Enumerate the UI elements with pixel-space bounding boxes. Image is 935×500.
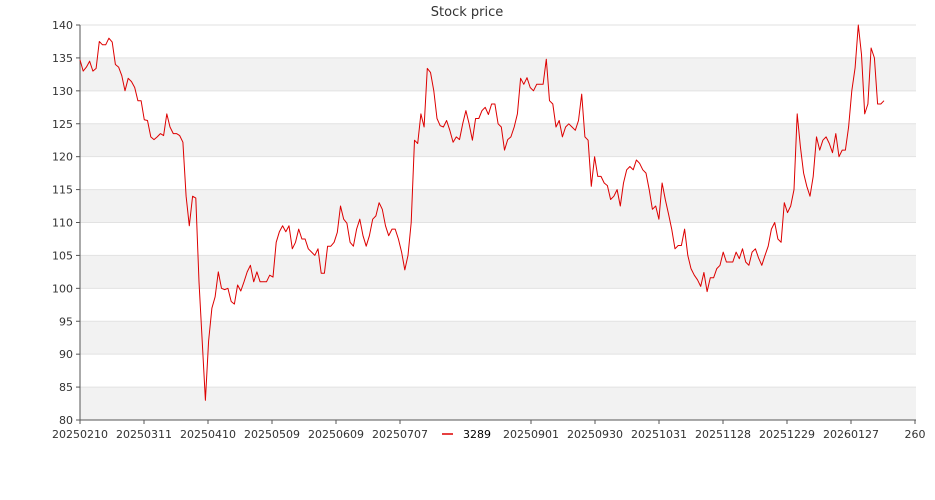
y-tick-label: 105 bbox=[52, 249, 73, 262]
grid-bands bbox=[80, 57, 916, 420]
x-axis-ticks: 20250210 20250311 20250410 20250509 20250609… bbox=[52, 420, 926, 441]
legend: 3289 bbox=[442, 428, 491, 441]
x-tick-label: 20250509 bbox=[244, 428, 300, 441]
x-tick-label: 20251128 bbox=[695, 428, 751, 441]
x-tick-label: 20250311 bbox=[116, 428, 172, 441]
series-group bbox=[79, 24, 885, 401]
x-tick-label: 20250210 bbox=[52, 428, 108, 441]
chart-title: Stock price bbox=[431, 5, 503, 20]
grid-band bbox=[80, 321, 916, 355]
x-tick-label: 20250410 bbox=[180, 428, 236, 441]
y-tick-label: 90 bbox=[59, 348, 73, 361]
y-tick-label: 140 bbox=[52, 19, 73, 32]
x-tick-label: 20251031 bbox=[631, 428, 687, 441]
x-tick-label: 260 bbox=[905, 428, 926, 441]
x-tick-label: 20260127 bbox=[823, 428, 879, 441]
y-tick-label: 130 bbox=[52, 85, 73, 98]
y-tick-label: 110 bbox=[52, 217, 73, 230]
grid-band bbox=[80, 57, 916, 91]
y-tick-label: 95 bbox=[59, 315, 73, 328]
y-tick-label: 100 bbox=[52, 282, 73, 295]
y-axis-ticks: 80 85 90 95 100 105 110 115 120 125 130 135 140 bbox=[52, 19, 80, 427]
legend-label: 3289 bbox=[463, 428, 491, 441]
x-tick-label: 20250609 bbox=[308, 428, 364, 441]
series-line-3289 bbox=[79, 24, 885, 401]
x-tick-label: 20251229 bbox=[759, 428, 815, 441]
y-tick-label: 120 bbox=[52, 151, 73, 164]
x-tick-label: 20250707 bbox=[372, 428, 428, 441]
grid-band bbox=[80, 123, 916, 157]
y-tick-label: 85 bbox=[59, 381, 73, 394]
x-tick-label: 20250930 bbox=[567, 428, 623, 441]
y-tick-label: 80 bbox=[59, 414, 73, 427]
grid-band bbox=[80, 189, 916, 223]
grid-lines bbox=[80, 24, 916, 421]
x-tick-label: 20250901 bbox=[503, 428, 559, 441]
grid-band bbox=[80, 387, 916, 420]
y-tick-label: 135 bbox=[52, 52, 73, 65]
y-tick-label: 115 bbox=[52, 184, 73, 197]
y-tick-label: 125 bbox=[52, 118, 73, 131]
grid-band bbox=[80, 255, 916, 289]
